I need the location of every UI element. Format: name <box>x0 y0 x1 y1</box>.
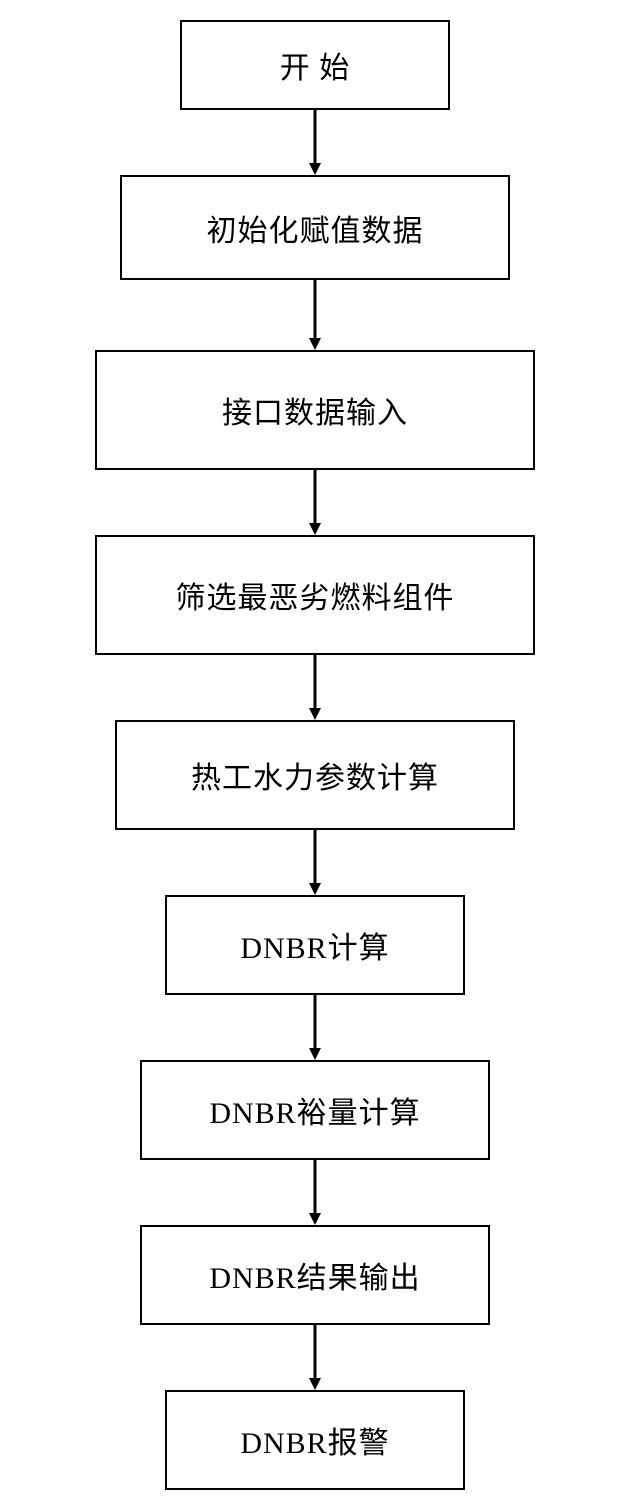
node-dnbr-margin-calc: DNBR裕量计算 <box>140 1060 490 1160</box>
node-start: 开 始 <box>180 20 450 110</box>
node-label: 开 始 <box>280 43 351 87</box>
node-label: DNBR报警 <box>240 1418 389 1462</box>
node-dnbr-calc: DNBR计算 <box>165 895 465 995</box>
node-label: 热工水力参数计算 <box>191 753 439 797</box>
flowchart-container: 开 始 初始化赋值数据 接口数据输入 筛选最恶劣燃料组件 热工水力参数计算 DN… <box>0 0 631 1511</box>
node-thermal-hydraulic-calc: 热工水力参数计算 <box>115 720 515 830</box>
node-interface-input: 接口数据输入 <box>95 350 535 470</box>
node-init-data: 初始化赋值数据 <box>120 175 510 280</box>
node-label: DNBR结果输出 <box>209 1253 420 1297</box>
node-label: 接口数据输入 <box>222 388 408 432</box>
node-label: DNBR计算 <box>240 923 389 967</box>
node-label: DNBR裕量计算 <box>209 1088 420 1132</box>
node-label: 初始化赋值数据 <box>207 206 424 250</box>
node-dnbr-output: DNBR结果输出 <box>140 1225 490 1325</box>
node-label: 筛选最恶劣燃料组件 <box>176 573 455 617</box>
node-select-worst-fuel: 筛选最恶劣燃料组件 <box>95 535 535 655</box>
node-dnbr-alarm: DNBR报警 <box>165 1390 465 1490</box>
